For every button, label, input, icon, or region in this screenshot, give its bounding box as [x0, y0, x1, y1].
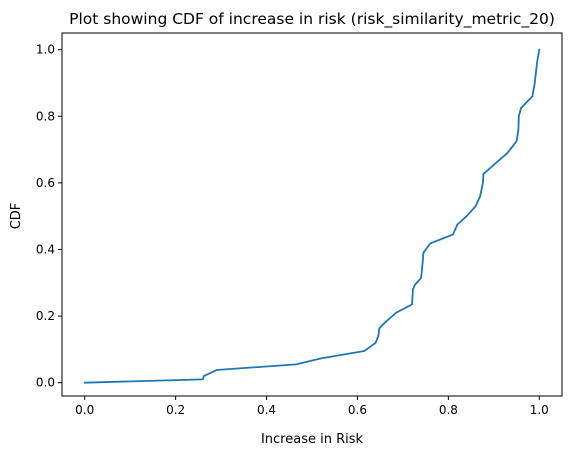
y-tick-label: 1.0: [36, 43, 55, 57]
y-tick-label: 0.8: [36, 109, 55, 123]
y-axis-label: CDF: [9, 203, 24, 230]
x-tick-label: 0.6: [348, 403, 367, 417]
x-tick-label: 1.0: [530, 403, 549, 417]
y-tick-label: 0.0: [36, 376, 55, 390]
x-axis-ticks: 0.0 0.2 0.4 0.6 0.8 1.0: [75, 396, 549, 417]
y-axis-ticks: 0.0 0.2 0.4 0.6 0.8 1.0: [36, 43, 62, 390]
x-tick-label: 0.4: [257, 403, 276, 417]
x-tick-label: 0.8: [439, 403, 458, 417]
cdf-series-line: [83, 48, 541, 384]
plot-frame: [61, 32, 563, 397]
plot-area: [83, 48, 541, 384]
x-tick-label: 0.0: [75, 403, 94, 417]
x-axis-label: Increase in Risk: [261, 432, 364, 447]
y-tick-label: 0.6: [36, 176, 55, 190]
y-tick-label: 0.2: [36, 309, 55, 323]
x-tick-label: 0.2: [166, 403, 185, 417]
chart-title: Plot showing CDF of increase in risk (ri…: [69, 10, 555, 29]
y-tick-label: 0.4: [36, 242, 55, 256]
